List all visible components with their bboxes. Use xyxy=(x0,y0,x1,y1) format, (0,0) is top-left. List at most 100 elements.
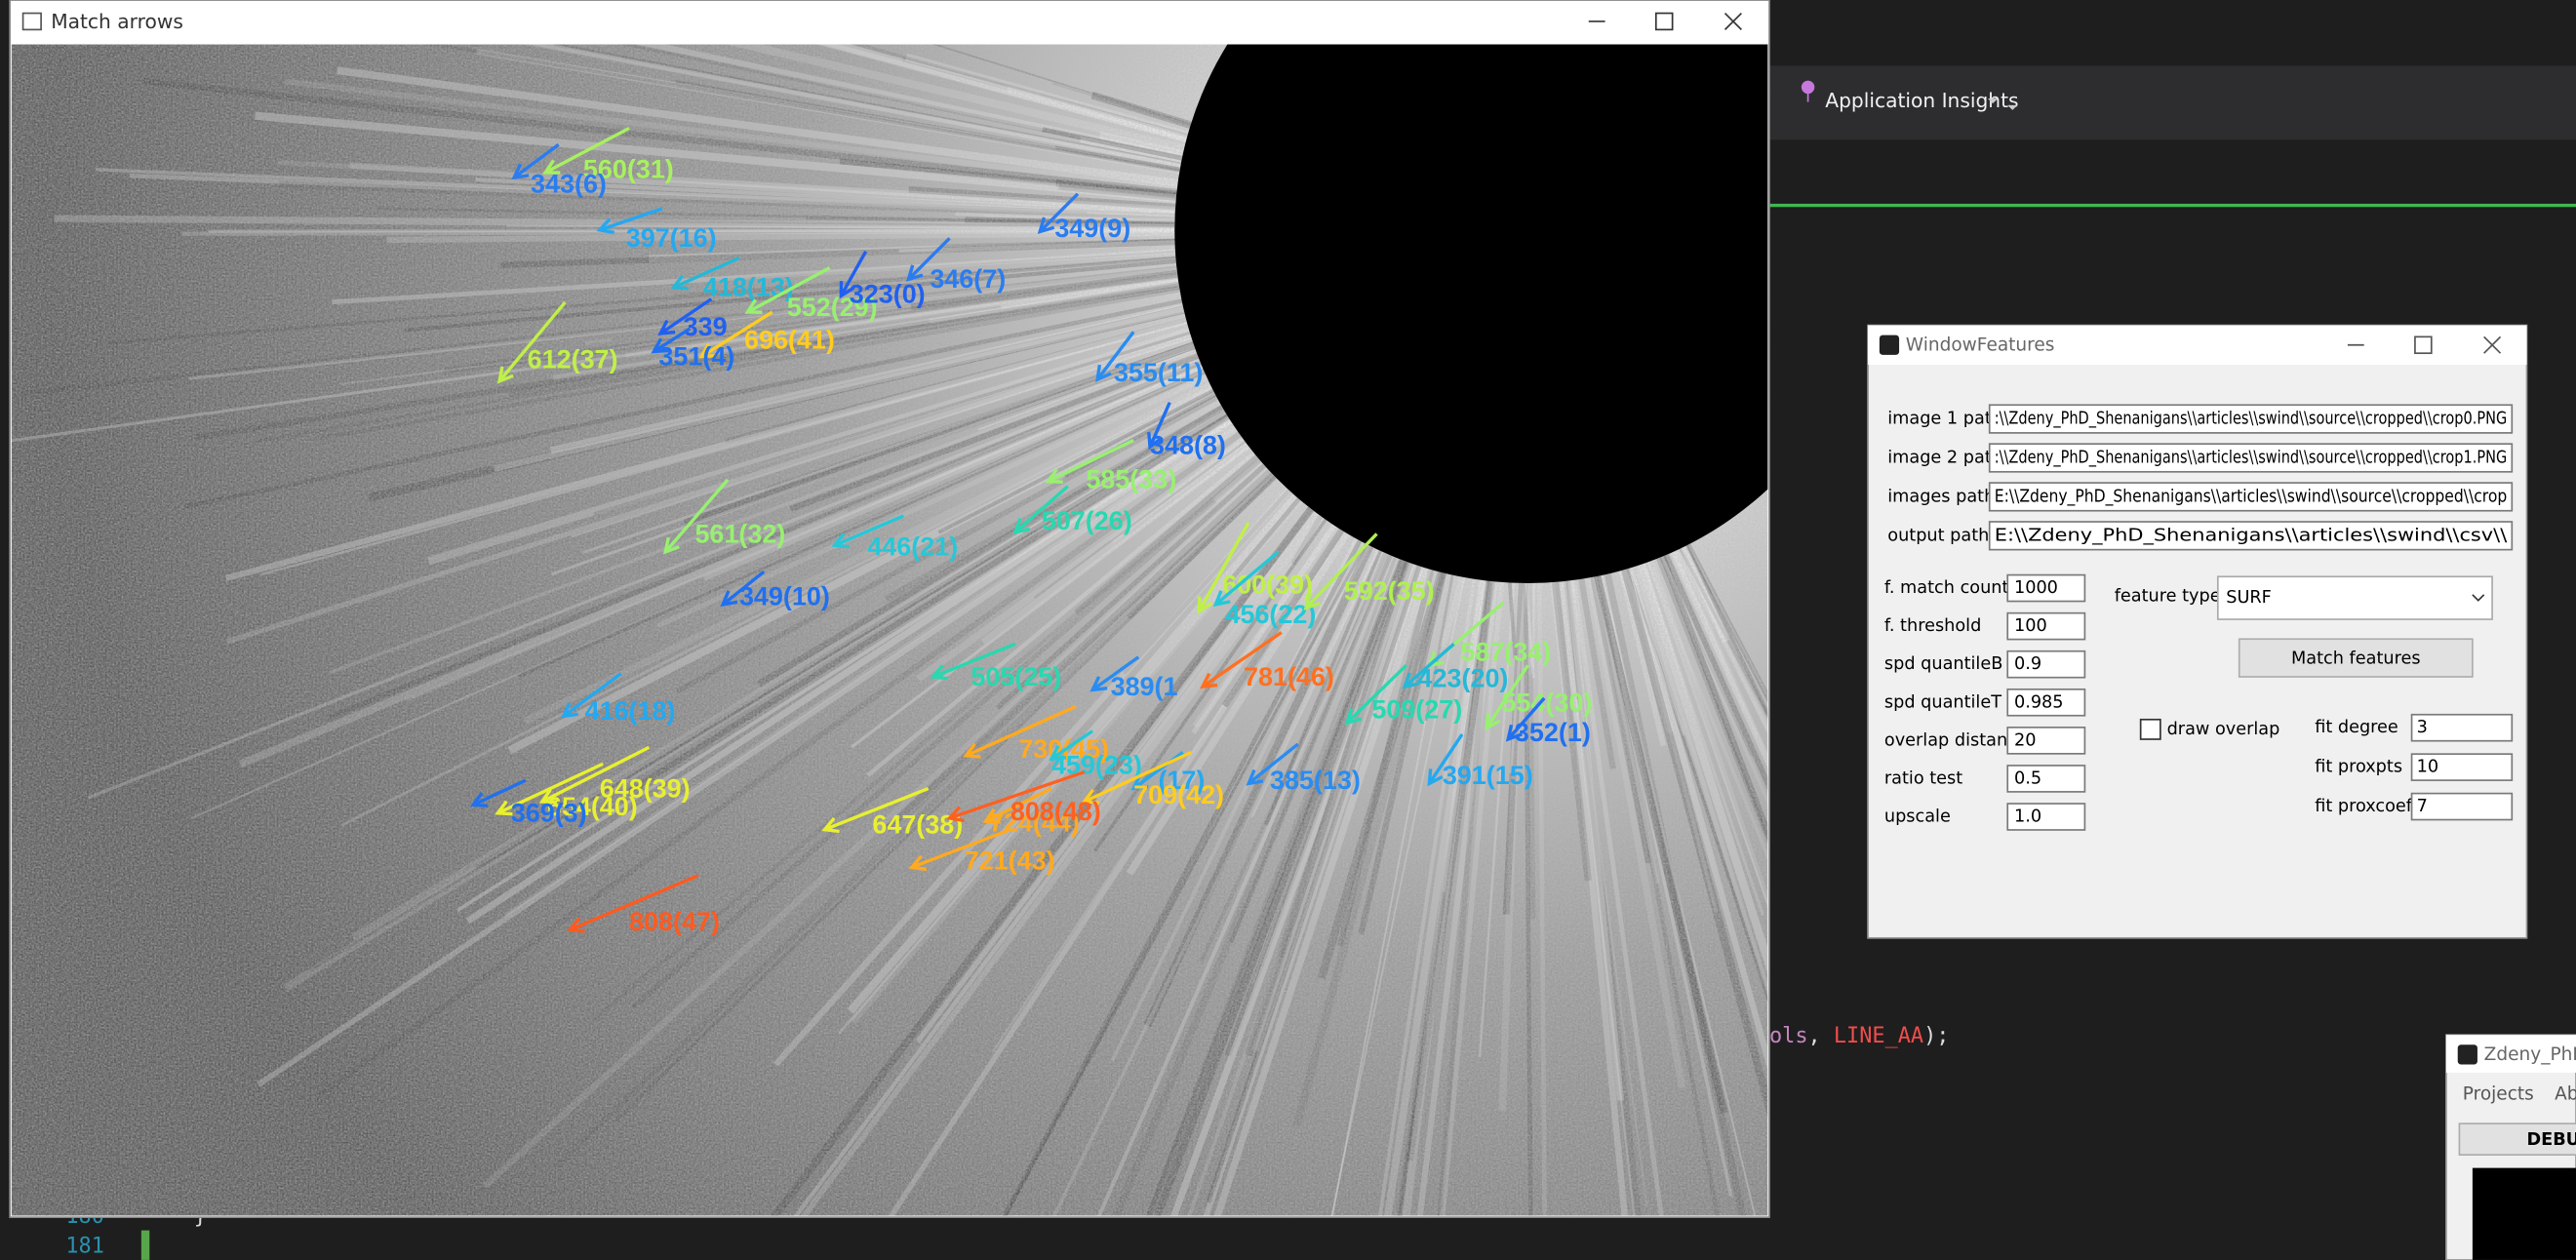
menu-item[interactable]: Ab xyxy=(2555,1083,2576,1104)
match-arrow xyxy=(1094,331,1135,382)
checkbox[interactable] xyxy=(2139,718,2161,740)
arrow-label: 323(0) xyxy=(850,279,926,308)
arrow-label: 612(37) xyxy=(528,345,618,374)
field-value: 10 xyxy=(2417,758,2439,777)
match-arrow xyxy=(1147,402,1171,451)
text-input[interactable] xyxy=(2006,688,2086,717)
text-input[interactable] xyxy=(2006,611,2086,641)
tab-underline xyxy=(1767,203,2576,208)
code-line: ols, LINE_AA); xyxy=(1769,1024,1949,1048)
window-icon xyxy=(21,12,42,31)
text-input[interactable] xyxy=(2006,650,2086,679)
match-arrow xyxy=(963,704,1077,759)
arrow-label: 351(4) xyxy=(658,341,734,371)
text-input[interactable] xyxy=(2410,753,2514,781)
field-label: fit degree xyxy=(2315,718,2398,737)
change-bar xyxy=(140,1230,150,1260)
dropdown-chevron xyxy=(2472,594,2485,602)
text-input[interactable] xyxy=(2006,573,2086,603)
text-input[interactable] xyxy=(2410,713,2514,742)
match-arrow xyxy=(821,786,930,834)
match-arrow xyxy=(1303,532,1378,610)
dropdown-arrow xyxy=(1988,98,2018,110)
arrow-label: 560(31) xyxy=(583,154,674,183)
arrow-label: 561(32) xyxy=(694,519,785,548)
code-token: ols xyxy=(1769,1024,1808,1048)
lightbulb-icon xyxy=(1801,80,1815,102)
field-label: overlap distance xyxy=(1884,730,2028,750)
match-arrow xyxy=(1212,550,1280,608)
features-title: WindowFeatures xyxy=(1906,335,2055,355)
text-input[interactable] xyxy=(1988,443,2514,473)
dropdown-value: SURF xyxy=(2226,588,2272,608)
match-arrow xyxy=(982,787,1052,824)
text-input[interactable] xyxy=(2006,727,2086,755)
match-arrow xyxy=(651,327,692,354)
arrow-label: 343(6) xyxy=(531,170,607,199)
match-arrow xyxy=(908,828,1011,872)
arrow-label: 446(21) xyxy=(867,532,958,562)
text-input[interactable] xyxy=(1988,404,2514,434)
text-input[interactable] xyxy=(1988,521,2514,551)
text-input[interactable] xyxy=(2006,803,2086,831)
field-label: spd quantileT xyxy=(1884,692,2001,712)
match-arrow xyxy=(1081,750,1192,805)
arrow-label: 416(18) xyxy=(585,696,676,726)
text-input[interactable] xyxy=(2410,792,2514,821)
match-arrow xyxy=(1485,664,1529,731)
arrow-label: (17) xyxy=(1158,766,1205,795)
match-arrow xyxy=(662,478,730,555)
match-arrow xyxy=(542,126,630,175)
arrow-label: 587(34) xyxy=(1460,638,1551,667)
arrow-label: 456(22) xyxy=(1225,600,1316,629)
field-value: 7 xyxy=(2417,797,2428,816)
arrow-label: 696(41) xyxy=(744,326,835,355)
maximize-button[interactable] xyxy=(1654,12,1674,31)
field-label: spd quantileB xyxy=(1884,654,2002,674)
arrow-label: 554(30) xyxy=(1501,689,1592,718)
field-value: 0.985 xyxy=(2014,692,2064,712)
field-label: feature type xyxy=(2115,586,2221,606)
match-arrow xyxy=(657,297,713,335)
match-button[interactable] xyxy=(2238,638,2474,678)
close-button[interactable] xyxy=(1724,12,1742,30)
dropdown[interactable] xyxy=(2216,575,2493,620)
match-arrow xyxy=(1427,733,1464,787)
menu-item[interactable]: Projects xyxy=(2463,1083,2534,1104)
text-input[interactable] xyxy=(1988,482,2514,512)
field-value: 20 xyxy=(2014,730,2037,750)
arrow-label: 648(39) xyxy=(600,773,691,803)
field-label: ratio test xyxy=(1884,768,1962,788)
match-arrow xyxy=(496,300,567,384)
arrow-label: 552(29) xyxy=(787,293,878,322)
match-arrow xyxy=(495,762,604,816)
code-token: LINE_AA xyxy=(1834,1024,1923,1048)
arrow-label: 423(20) xyxy=(1418,663,1509,692)
button-label: DEBUG xyxy=(2526,1130,2576,1150)
window-title: Match arrows xyxy=(51,10,183,33)
arrow-label: 385(13) xyxy=(1270,766,1361,795)
field-value: 1.0 xyxy=(2014,807,2041,827)
match-arrow xyxy=(567,874,699,933)
arrow-label: 369(3) xyxy=(511,799,587,828)
field-value: 0.9 xyxy=(2014,654,2041,674)
text-input[interactable] xyxy=(2006,765,2086,793)
arrow-label: 808(47) xyxy=(629,907,720,936)
arrow-label: 509(27) xyxy=(1371,694,1462,724)
code-token: ); xyxy=(1923,1024,1949,1048)
arrow-label: 721(43) xyxy=(965,846,1055,875)
mini-image xyxy=(2472,1167,2576,1260)
maximize-button[interactable] xyxy=(2414,335,2433,355)
arrow-label: 339 xyxy=(684,312,728,341)
match-arrow xyxy=(1012,485,1069,535)
arrow-label: 346(7) xyxy=(930,264,1006,294)
button-label: Match features xyxy=(2291,649,2421,668)
debug-button[interactable] xyxy=(2458,1122,2576,1156)
close-button[interactable] xyxy=(2483,335,2502,354)
arrow-label: 600(39) xyxy=(1222,570,1313,599)
arrow-label: 592(35) xyxy=(1344,576,1435,606)
match-arrow xyxy=(538,745,651,805)
arrow-label: 352(1) xyxy=(1515,718,1591,747)
arrow-label: 418(13) xyxy=(703,273,794,302)
